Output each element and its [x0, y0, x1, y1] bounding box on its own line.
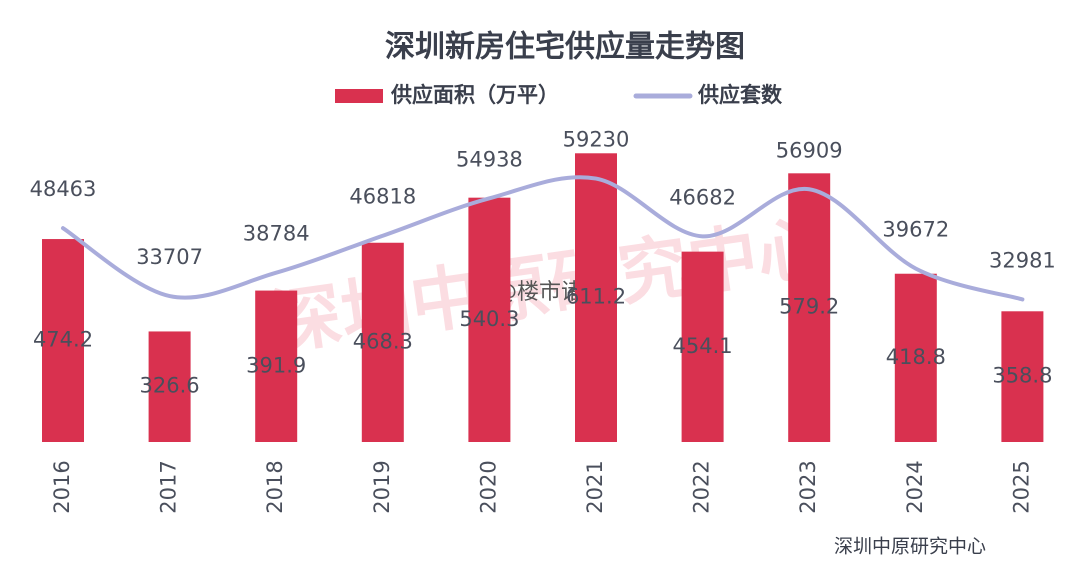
x-tick-label: 2025 [1009, 460, 1033, 513]
bar-value-label: 358.8 [992, 364, 1052, 388]
bar-value-label: 454.1 [673, 334, 733, 358]
bar-value-label: 391.9 [246, 353, 306, 377]
bar [255, 290, 298, 442]
x-tick-label: 2016 [50, 460, 74, 513]
line-value-label: 32981 [989, 248, 1056, 272]
bar [468, 197, 511, 442]
x-tick-label: 2024 [903, 460, 927, 513]
legend-label: 供应套数 [697, 83, 783, 107]
line-value-label: 33707 [136, 245, 203, 269]
bar [148, 331, 191, 442]
bar [42, 239, 84, 442]
bar [1001, 311, 1044, 442]
x-tick-label: 2017 [157, 460, 181, 513]
bar [788, 173, 831, 442]
legend-label: 供应面积（万平） [390, 83, 559, 107]
line-value-label: 46682 [669, 185, 736, 209]
line [61, 175, 1025, 302]
bar-value-label: 474.2 [33, 328, 93, 352]
bar [681, 251, 724, 442]
x-tick-label: 2018 [263, 460, 287, 513]
x-tick-label: 2020 [476, 460, 500, 513]
legend-swatch [335, 89, 383, 103]
line-value-label: 46818 [349, 185, 416, 209]
x-tick-label: 2023 [796, 460, 820, 513]
x-tick-label: 2021 [583, 460, 607, 513]
line-value-label: 39672 [882, 218, 949, 242]
chart-title: 深圳新房住宅供应量走势图 [385, 30, 745, 65]
bar-value-label: 326.6 [140, 374, 200, 398]
legend: 供应面积（万平） 供应套数 [335, 83, 783, 107]
line-value-label: 38784 [243, 222, 310, 246]
bar-value-label: 540.3 [459, 307, 519, 331]
source: 深圳中原研究中心 [834, 536, 986, 558]
bar-value-label: 418.8 [886, 345, 946, 369]
line-value-label: 54938 [456, 147, 523, 171]
bar [575, 153, 617, 442]
bar [361, 242, 404, 442]
bar-value-label: 611.2 [566, 285, 626, 309]
bar-value-label: 468.3 [353, 329, 413, 353]
bar-value-label: 579.2 [779, 295, 839, 319]
x-tick-label: 2019 [370, 460, 394, 513]
line-value-label: 48463 [30, 177, 97, 201]
line-value-label: 59230 [563, 128, 630, 152]
x-tick-label: 2022 [690, 460, 714, 513]
line-value-label: 56909 [776, 138, 843, 162]
bar [894, 273, 937, 442]
